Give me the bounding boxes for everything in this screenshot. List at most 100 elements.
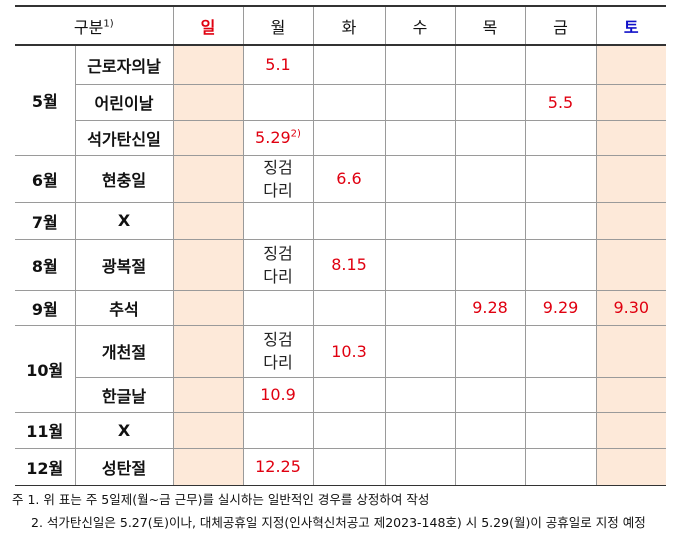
row: 8월 광복절 징검다리 8.15 xyxy=(15,238,666,291)
day-cell xyxy=(242,411,314,449)
day-cell xyxy=(595,238,666,291)
day-header: 일 xyxy=(172,5,244,46)
row: 10월 개천절 징검다리 10.3 xyxy=(15,324,666,413)
day-cell: 9.29 xyxy=(524,289,597,326)
date: 6.6 xyxy=(336,169,362,189)
day-cell xyxy=(454,324,526,378)
day-cell xyxy=(454,201,526,240)
day-cell xyxy=(595,324,666,378)
bridge-day: 징검다리 xyxy=(263,330,293,373)
holiday-name: X xyxy=(74,201,174,240)
day-cell xyxy=(384,119,456,156)
day-cell xyxy=(172,154,244,203)
day-cell xyxy=(172,376,244,413)
date: 5.29 xyxy=(255,128,291,147)
day-cell xyxy=(242,83,314,121)
holiday-name: 근로자의날 xyxy=(74,44,174,85)
day-cell xyxy=(595,447,666,486)
day-cell xyxy=(595,83,666,121)
bridge-day: 징검다리 xyxy=(263,243,293,286)
day-cell xyxy=(524,44,597,85)
day-cell: 9.28 xyxy=(454,289,526,326)
footnote-mark: 1) xyxy=(103,18,114,30)
date: 9.29 xyxy=(542,298,579,318)
row: 7월 X xyxy=(15,201,666,240)
holiday-name: 추석 xyxy=(74,289,174,326)
day-header: 월 xyxy=(242,5,314,46)
month: 7월 xyxy=(15,201,76,240)
date: 8.15 xyxy=(331,255,367,275)
day-cell xyxy=(524,376,597,413)
day-cell xyxy=(524,201,597,240)
day-cell xyxy=(384,447,456,486)
day-cell: 12.25 xyxy=(242,447,314,486)
day-cell xyxy=(524,447,597,486)
date: 5.5 xyxy=(547,92,574,112)
day-cell xyxy=(384,411,456,449)
holiday-name: 어린이날 xyxy=(75,83,174,121)
row: 5월 근로자의날 5.1 xyxy=(15,44,666,156)
month: 5월 xyxy=(15,44,76,156)
day-cell xyxy=(454,154,526,203)
month: 10월 xyxy=(15,324,76,413)
day-cell xyxy=(172,119,244,156)
day-cell xyxy=(454,83,526,121)
day-cell xyxy=(384,324,456,378)
holiday-name: 광복절 xyxy=(74,238,174,291)
day-cell xyxy=(384,376,456,413)
day-cell xyxy=(312,201,386,240)
row: 12월 성탄절 12.25 xyxy=(15,447,666,486)
day-cell: 5.5 xyxy=(524,83,597,121)
day-cell xyxy=(384,289,456,326)
day-cell: 9.30 xyxy=(595,289,666,326)
date: 10.9 xyxy=(260,385,296,405)
day-cell xyxy=(172,83,244,121)
day-header: 화 xyxy=(312,5,386,46)
day-cell xyxy=(312,376,386,413)
day-cell: 징검다리 xyxy=(242,324,314,378)
day-cell xyxy=(595,119,666,156)
day-cell xyxy=(312,289,386,326)
day-cell: 징검다리 xyxy=(242,154,314,203)
month: 12월 xyxy=(15,447,76,486)
day-cell xyxy=(312,447,386,486)
row: 11월 X xyxy=(15,411,666,449)
note: 주 1. 위 표는 주 5일제(월~금 근무)를 실시하는 일반적인 경우를 상… xyxy=(12,492,430,507)
date: 5.1 xyxy=(265,55,291,75)
note: 2. 석가탄신일은 5.27(토)이나, 대체공휴일 지정(인사혁신처공고 제2… xyxy=(31,515,646,530)
holiday-name: X xyxy=(74,411,174,449)
day-cell xyxy=(172,201,244,240)
day-cell xyxy=(524,324,597,378)
row: 9월 추석 9.28 9.29 9.30 xyxy=(15,289,666,326)
day-cell xyxy=(595,376,666,413)
day-cell: 5.292) xyxy=(242,119,314,156)
holiday-name: 석가탄신일 xyxy=(75,119,174,156)
row: 어린이날 5.5 xyxy=(15,83,666,121)
day-header: 목 xyxy=(454,5,526,46)
bridge-day: 징검다리 xyxy=(263,157,293,200)
day-cell: 징검다리 xyxy=(242,238,314,291)
day-cell xyxy=(172,411,244,449)
day-cell: 10.3 xyxy=(312,324,386,378)
day-header: 토 xyxy=(595,5,666,46)
day-cell: 10.9 xyxy=(242,376,314,413)
day-cell xyxy=(242,289,314,326)
holiday-name: 성탄절 xyxy=(74,447,174,486)
month: 6월 xyxy=(15,154,76,203)
day-cell xyxy=(172,447,244,486)
day-cell xyxy=(595,44,666,85)
day-cell xyxy=(172,44,244,85)
date: 9.28 xyxy=(472,298,508,318)
day-cell xyxy=(454,119,526,156)
date: 12.25 xyxy=(255,457,301,477)
day-cell xyxy=(454,411,526,449)
day-cell xyxy=(242,201,314,240)
day-cell xyxy=(595,154,666,203)
day-cell xyxy=(384,154,456,203)
day-cell xyxy=(524,238,597,291)
day-cell: 8.15 xyxy=(312,238,386,291)
row: 한글날 10.9 xyxy=(15,376,666,413)
